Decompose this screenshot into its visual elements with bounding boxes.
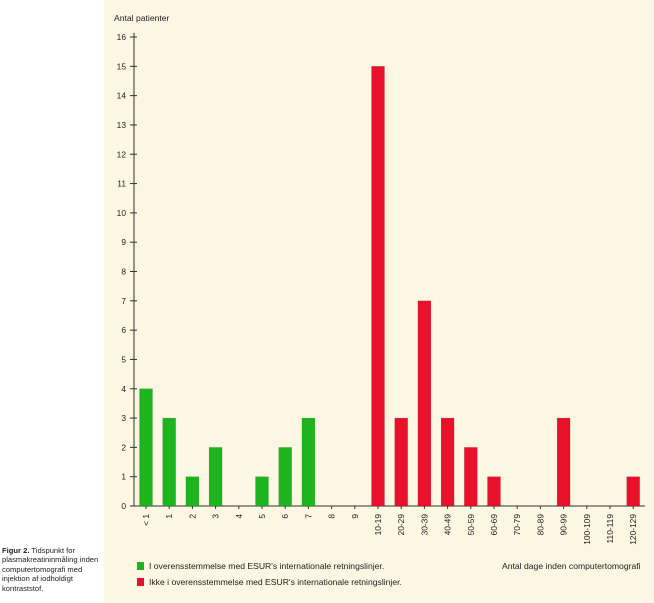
y-tick-label: 13	[117, 120, 127, 130]
bar	[139, 388, 153, 507]
x-tick-label: 40-49	[443, 514, 453, 536]
bar	[185, 476, 200, 507]
x-tick-label: 5	[257, 514, 267, 519]
legend-item-red: Ikke i overensstemmelse med ESUR's inter…	[137, 574, 402, 590]
legend-swatch-red	[137, 578, 144, 586]
legend: I overensstemmelse med ESUR's internatio…	[137, 558, 402, 590]
y-tick-label: 1	[121, 472, 126, 482]
y-tick-label: 11	[117, 179, 126, 189]
x-axis: < 1 1 2 3 4 5 6 7 8 9 10-19 20-29 30-39 40-49 50-59 60-…	[141, 506, 638, 545]
y-tick-label: 5	[121, 354, 126, 364]
bar	[440, 417, 455, 507]
y-tick-label: 3	[121, 413, 126, 423]
bars	[139, 66, 640, 507]
y-tick-label: 2	[121, 442, 126, 452]
bar	[464, 447, 478, 507]
bar	[255, 476, 269, 507]
bar	[626, 476, 640, 507]
legend-label-green: I overensstemmelse med ESUR's internatio…	[149, 561, 385, 571]
x-tick-label: 70-79	[512, 514, 522, 536]
x-tick-label: 20-29	[396, 514, 406, 536]
x-tick-label: 80-89	[535, 514, 545, 536]
y-tick-label: 4	[121, 384, 126, 394]
x-tick-label: 9	[350, 514, 360, 519]
x-tick-label: 3	[211, 514, 221, 519]
y-tick-label: 7	[121, 296, 126, 306]
bar	[394, 417, 408, 507]
x-tick-label: 2	[187, 514, 197, 519]
x-tick-label: 110-119	[605, 514, 615, 544]
x-tick-label: 90-99	[559, 514, 569, 536]
y-tick-label: 12	[117, 149, 127, 159]
y-tick-label: 0	[121, 501, 126, 511]
x-tick-label: 30-39	[419, 514, 429, 536]
bar	[487, 476, 501, 507]
x-axis-label: Antal dage inden computertomografi	[502, 561, 641, 571]
x-tick-label: 50-59	[466, 514, 476, 536]
x-tick-label: 10-19	[373, 514, 383, 536]
x-tick-label: 8	[327, 514, 337, 519]
figure-caption: Figur 2. Tidspunkt for plasmakreatininmå…	[2, 546, 102, 593]
x-tick-label: 4	[234, 514, 244, 519]
bar	[278, 447, 292, 507]
bar	[208, 447, 223, 507]
bar	[301, 417, 316, 507]
y-axis-label: Antal patienter	[114, 13, 170, 23]
bar	[371, 66, 385, 507]
legend-swatch-green	[137, 562, 144, 570]
caption-label: Figur 2.	[2, 546, 30, 555]
y-tick-label: 14	[117, 91, 127, 101]
y-tick-label: 6	[121, 325, 126, 335]
y-tick-label: 10	[117, 208, 127, 218]
x-tick-label: 6	[280, 514, 290, 519]
y-tick-label: 9	[121, 237, 126, 247]
y-tick-label: 15	[117, 61, 127, 71]
bar	[556, 417, 571, 507]
x-tick-label: 1	[164, 514, 174, 519]
y-tick-label: 8	[121, 267, 126, 277]
x-tick-label: 100-109	[582, 514, 592, 545]
legend-item-green: I overensstemmelse med ESUR's internatio…	[137, 558, 402, 574]
x-tick-label: 60-69	[489, 514, 499, 536]
x-tick-label: < 1	[141, 514, 151, 526]
bar	[417, 300, 432, 507]
y-tick-label: 16	[117, 32, 127, 42]
x-tick-label: 7	[303, 514, 313, 519]
legend-label-red: Ikke i overensstemmelse med ESUR's inter…	[149, 577, 402, 587]
x-tick-label: 120-129	[628, 514, 638, 545]
caption-text: Tidspunkt for plasmakreatininmåling inde…	[2, 546, 99, 593]
bar	[162, 417, 176, 507]
